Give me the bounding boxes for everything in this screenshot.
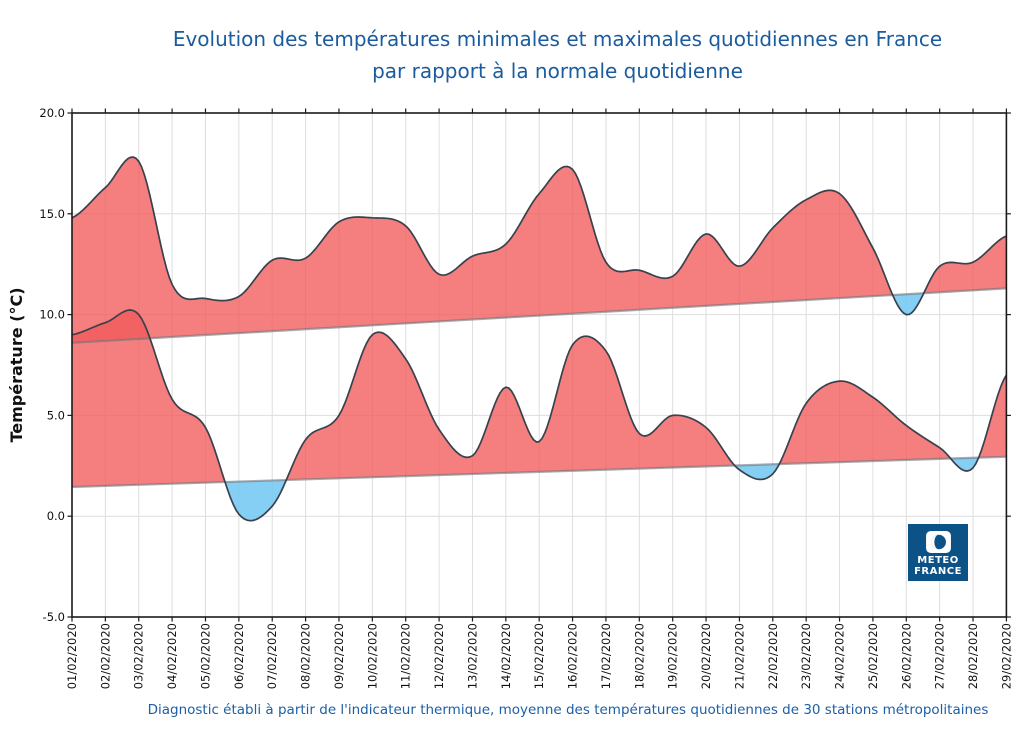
logo-crescent bbox=[930, 534, 939, 550]
x-tick-label: 03/02/2020 bbox=[132, 623, 146, 689]
tmax-curve bbox=[71, 156, 1007, 316]
x-tick-label: 16/02/2020 bbox=[566, 623, 580, 689]
x-tick-label: 05/02/2020 bbox=[198, 623, 212, 689]
x-tick-label: 14/02/2020 bbox=[499, 623, 513, 689]
x-tick-label: 21/02/2020 bbox=[732, 623, 746, 689]
x-tick-label: 29/02/2020 bbox=[999, 623, 1013, 689]
meteo-france-icon bbox=[925, 531, 951, 553]
tmin-curve bbox=[71, 309, 1008, 522]
grid bbox=[72, 113, 1007, 617]
y-tick-label: 0.0 bbox=[47, 509, 65, 523]
logo-sphere bbox=[930, 534, 946, 550]
above-normal-area bbox=[72, 310, 226, 487]
x-tick-label: 26/02/2020 bbox=[899, 623, 913, 689]
y-tick-label: 15.0 bbox=[39, 207, 65, 221]
x-tick-label: 13/02/2020 bbox=[465, 623, 479, 689]
chart-title-line1: Evolution des températures minimales et … bbox=[172, 27, 943, 51]
x-tick-label: 07/02/2020 bbox=[265, 623, 279, 689]
meteo-france-logo: METEO FRANCE bbox=[908, 524, 968, 581]
x-tick-label: 24/02/2020 bbox=[833, 623, 847, 689]
axis-ticks bbox=[67, 108, 1011, 622]
x-tick-labels: 01/02/2020 02/02/2020 03/02/2020 04/02/2020… bbox=[65, 623, 1013, 689]
x-tick-label: 28/02/2020 bbox=[966, 623, 980, 689]
x-tick-label: 19/02/2020 bbox=[666, 623, 680, 689]
x-tick-label: 22/02/2020 bbox=[766, 623, 780, 689]
x-tick-label: 11/02/2020 bbox=[399, 623, 413, 689]
logo-text-france: FRANCE bbox=[914, 566, 962, 577]
y-tick-label: 20.0 bbox=[39, 106, 65, 120]
x-tick-label: 08/02/2020 bbox=[299, 623, 313, 689]
x-tick-label: 27/02/2020 bbox=[933, 623, 947, 689]
normal-min-line bbox=[71, 455, 1007, 489]
below-normal-area bbox=[734, 464, 780, 480]
x-tick-label: 12/02/2020 bbox=[432, 623, 446, 689]
x-tick-label: 04/02/2020 bbox=[165, 623, 179, 689]
normal-max-line bbox=[71, 287, 1007, 344]
chart-title-line2: par rapport à la normale quotidienne bbox=[372, 59, 743, 83]
x-tick-label: 02/02/2020 bbox=[98, 623, 112, 689]
min-temperature-band bbox=[72, 310, 1007, 521]
y-tick-label: 10.0 bbox=[39, 308, 65, 322]
y-axis-title: Température (°C) bbox=[7, 287, 26, 442]
y-tick-label: 5.0 bbox=[47, 408, 65, 422]
x-tick-label: 06/02/2020 bbox=[232, 623, 246, 689]
x-tick-label: 10/02/2020 bbox=[365, 623, 379, 689]
y-tick-labels: 20.0 15.0 10.0 5.0 0.0 -5.0 bbox=[39, 106, 65, 624]
logo-text-meteo: METEO bbox=[917, 555, 959, 566]
x-tick-label: 01/02/2020 bbox=[65, 623, 79, 689]
above-normal-area bbox=[72, 157, 893, 343]
x-tick-label: 18/02/2020 bbox=[632, 623, 646, 689]
x-tick-label: 09/02/2020 bbox=[332, 623, 346, 689]
below-normal-area bbox=[950, 457, 979, 472]
x-tick-label: 25/02/2020 bbox=[866, 623, 880, 689]
below-normal-area bbox=[225, 480, 287, 521]
x-tick-label: 20/02/2020 bbox=[699, 623, 713, 689]
y-tick-label: -5.0 bbox=[43, 610, 65, 624]
above-normal-area bbox=[923, 235, 1007, 294]
chart-caption: Diagnostic établi à partir de l'indicate… bbox=[147, 702, 989, 718]
x-tick-label: 15/02/2020 bbox=[532, 623, 546, 689]
above-normal-area bbox=[779, 381, 951, 465]
x-tick-label: 23/02/2020 bbox=[799, 623, 813, 689]
above-normal-area bbox=[286, 332, 735, 481]
x-tick-label: 17/02/2020 bbox=[599, 623, 613, 689]
